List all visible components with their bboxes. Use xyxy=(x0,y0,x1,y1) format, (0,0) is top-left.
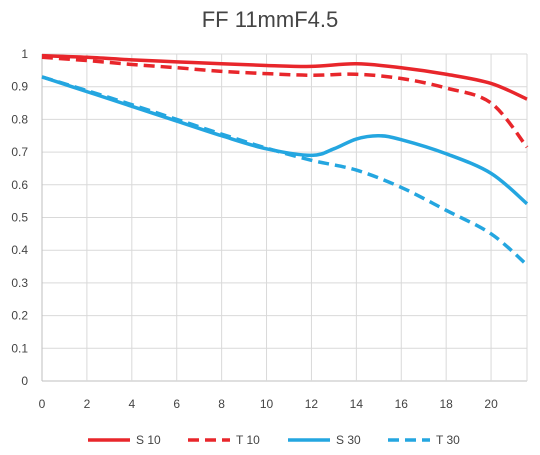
series-line-s-30 xyxy=(41,75,529,206)
x-tick-label: 12 xyxy=(305,397,319,411)
y-tick-label: 0.3 xyxy=(11,276,28,290)
y-tick-label: 0.4 xyxy=(11,243,28,257)
x-tick-label: 10 xyxy=(260,397,274,411)
y-tick-label: 0.8 xyxy=(11,112,28,126)
x-tick-label: 6 xyxy=(173,397,180,411)
x-tick-label: 20 xyxy=(484,397,498,411)
y-tick-label: 0.7 xyxy=(11,145,28,159)
y-tick-label: 1 xyxy=(21,47,28,61)
series-line-t-10 xyxy=(41,55,529,149)
y-tick-label: 0.9 xyxy=(11,80,28,94)
x-tick-label: 8 xyxy=(218,397,225,411)
x-tick-label: 4 xyxy=(128,397,135,411)
x-tick-label: 18 xyxy=(439,397,453,411)
x-tick-label: 2 xyxy=(84,397,91,411)
legend-label-t-30: T 30 xyxy=(436,433,460,447)
y-tick-label: 0.1 xyxy=(11,341,28,355)
legend-label-t-10: T 10 xyxy=(236,433,260,447)
y-tick-label: 0.6 xyxy=(11,178,28,192)
legend-label-s-10: S 10 xyxy=(136,433,161,447)
y-tick-label: 0.2 xyxy=(11,309,28,323)
x-tick-label: 0 xyxy=(39,397,46,411)
series-line-t-30 xyxy=(41,75,529,267)
legend-label-s-30: S 30 xyxy=(336,433,361,447)
series-line-s-10 xyxy=(41,53,528,101)
y-tick-label: 0 xyxy=(21,374,28,388)
x-tick-label: 16 xyxy=(395,397,409,411)
x-tick-label: 14 xyxy=(350,397,364,411)
chart-title: FF 11mmF4.5 xyxy=(202,7,339,32)
y-tick-label: 0.5 xyxy=(11,211,28,225)
